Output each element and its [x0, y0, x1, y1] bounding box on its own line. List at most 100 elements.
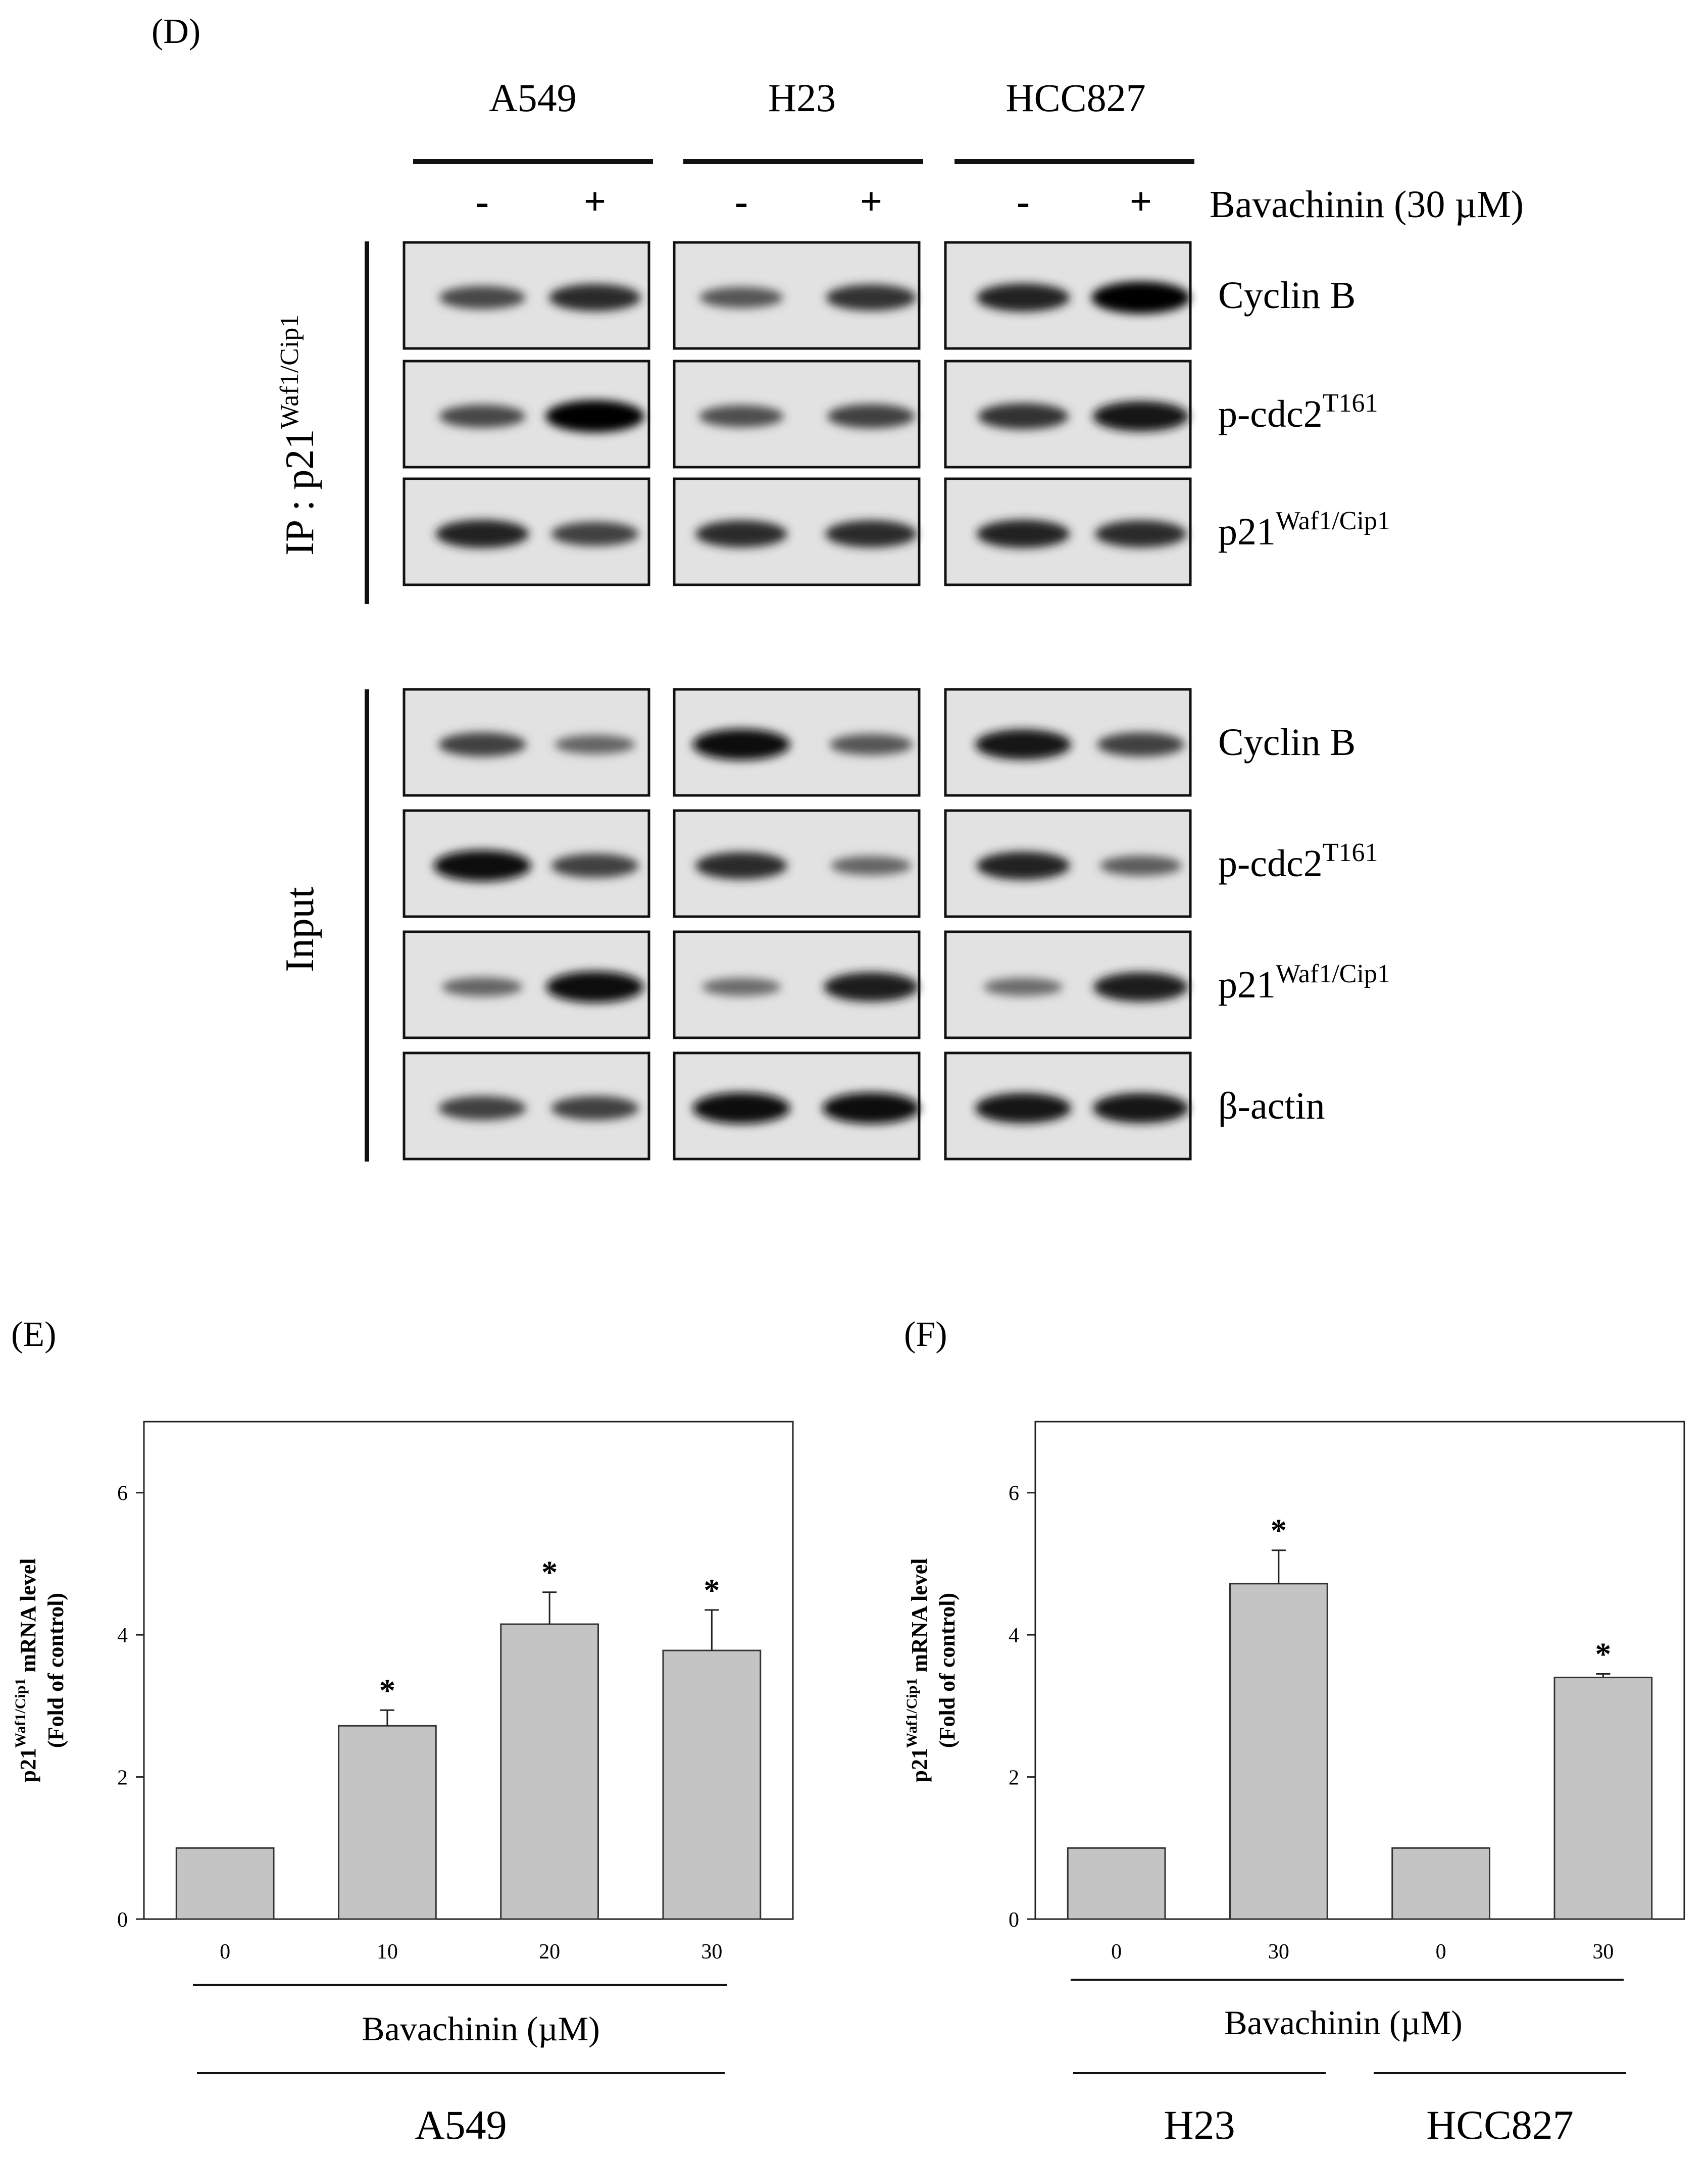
group-label: HCC827: [1426, 2102, 1574, 2148]
x-tick-label: 0: [1111, 1940, 1122, 1964]
cell-line-bar-a549: [413, 159, 653, 164]
group-label: H23: [1164, 2102, 1235, 2148]
x-tick-label: 20: [539, 1940, 560, 1964]
y-tick-label: 4: [117, 1624, 128, 1647]
chart-e: (E) 0 2 4 6 0 * 10 * 20 * 30 p21Waf1/Cip1 mRNA level…: [11, 1315, 794, 2148]
ip-row-label: p21Waf1/Cip1: [1218, 507, 1390, 553]
ip-band: [699, 287, 783, 309]
input-band: [555, 735, 635, 755]
input-band: [701, 978, 781, 996]
input-row-label: p-cdc2T161: [1218, 838, 1378, 885]
input-band: [546, 971, 644, 1003]
input-band: [551, 853, 639, 878]
input-row-label: Cyclin B: [1218, 721, 1355, 764]
ip-band: [1091, 281, 1190, 314]
ip-band: [545, 400, 644, 433]
chart-panel-letter: (E): [11, 1315, 56, 1354]
sign-1: -: [476, 179, 489, 223]
bar: [500, 1623, 599, 1920]
bar: [662, 1649, 762, 1920]
cell-line-hcc827: HCC827: [1006, 76, 1145, 120]
input-band: [983, 978, 1063, 996]
input-band: [692, 1092, 790, 1124]
y-tick-label: 0: [1009, 1908, 1019, 1932]
input-band: [1097, 732, 1185, 757]
sign-4: +: [860, 179, 882, 223]
input-row-label: β-actin: [1218, 1085, 1325, 1127]
input-band: [433, 850, 531, 882]
input-row-label: p21Waf1/Cip1: [1218, 960, 1390, 1006]
y-tick-label: 6: [117, 1482, 128, 1505]
ip-band: [826, 284, 917, 311]
input-band: [1092, 1093, 1189, 1124]
significance-star: *: [1271, 1513, 1287, 1548]
input-band: [438, 732, 526, 757]
sign-5: -: [1017, 179, 1030, 223]
x-tick-label: 0: [220, 1940, 230, 1964]
input-band: [822, 1092, 920, 1124]
treatment-label: Bavachinin (30 µM): [1210, 183, 1524, 226]
input-band: [551, 1096, 639, 1121]
chart-f: (F) 0 2 4 6 0 * 30 0 * 30 p21Waf1/Cip1 mRNA level (F…: [903, 1315, 1685, 2148]
sign-3: -: [735, 179, 748, 223]
treatment-signs: - + - + - + Bavachinin (30 µM): [476, 179, 1524, 226]
ip-band: [435, 520, 529, 548]
input-band: [1099, 856, 1182, 876]
ip-band: [825, 520, 917, 548]
input-band: [692, 729, 790, 761]
y-axis-label-line2: (Fold of control): [935, 1593, 960, 1748]
significance-star: *: [379, 1672, 395, 1708]
y-axis-label: p21Waf1/Cip1 mRNA level: [903, 1558, 932, 1783]
ip-group-label: IP : p21Waf1/Cip1: [275, 315, 322, 556]
cell-line-headers: A549 H23 HCC827: [413, 76, 1194, 164]
y-tick-label: 2: [1009, 1767, 1019, 1790]
ip-band: [549, 284, 641, 312]
ip-band: [439, 405, 526, 428]
chart-panel-letter: (F): [904, 1315, 947, 1354]
ip-band: [976, 520, 1070, 548]
x-axis-title: Bavachinin (µM): [362, 2009, 600, 2048]
input-band: [976, 851, 1070, 880]
y-tick-label: 4: [1009, 1624, 1019, 1647]
input-band: [442, 977, 523, 997]
ip-band: [699, 405, 784, 428]
significance-star: *: [1595, 1636, 1611, 1672]
bar: [1391, 1847, 1490, 1920]
bar: [175, 1847, 275, 1920]
panel-d-letter: (D): [152, 12, 200, 51]
ip-band: [1092, 401, 1189, 432]
x-tick-label: 30: [1268, 1940, 1289, 1964]
cell-line-h23: H23: [768, 76, 836, 120]
ip-row-label: p-cdc2T161: [1218, 389, 1378, 435]
cell-line-bar-hcc827: [955, 159, 1194, 164]
input-band: [1093, 972, 1188, 1002]
y-axis-label: p21Waf1/Cip1 mRNA level: [12, 1558, 40, 1783]
y-tick-label: 6: [1009, 1482, 1019, 1505]
ip-band: [827, 404, 915, 429]
input-band: [831, 856, 912, 876]
plot-frame: [143, 1421, 794, 1920]
ip-band: [976, 283, 1070, 312]
ip-bracket: [365, 241, 369, 604]
sign-6: +: [1130, 179, 1152, 223]
ip-band: [695, 520, 787, 548]
input-band: [695, 852, 787, 880]
significance-star: *: [541, 1554, 558, 1590]
ip-row-label: Cyclin B: [1218, 274, 1355, 317]
input-band: [829, 734, 913, 756]
sign-2: +: [584, 179, 606, 223]
input-bracket: [365, 689, 369, 1162]
western-blot-area: Cyclin B p-cdc2T161 p21Waf1/Cip1 Cyclin B p-…: [403, 241, 1390, 1161]
y-axis-label-line2: (Fold of control): [43, 1593, 68, 1748]
x-tick-label: 30: [1592, 1940, 1614, 1964]
bar: [1229, 1583, 1328, 1920]
x-tick-label: 0: [1436, 1940, 1446, 1964]
input-group-label: Input: [278, 887, 322, 972]
significance-star: *: [704, 1572, 720, 1608]
bar: [1067, 1847, 1166, 1920]
x-tick-label: 30: [701, 1940, 722, 1964]
cell-line-bar-h23: [683, 159, 923, 164]
x-axis-title: Bavachinin (µM): [1224, 2003, 1463, 2042]
cell-line-a549: A549: [489, 76, 576, 120]
bar: [338, 1725, 437, 1920]
